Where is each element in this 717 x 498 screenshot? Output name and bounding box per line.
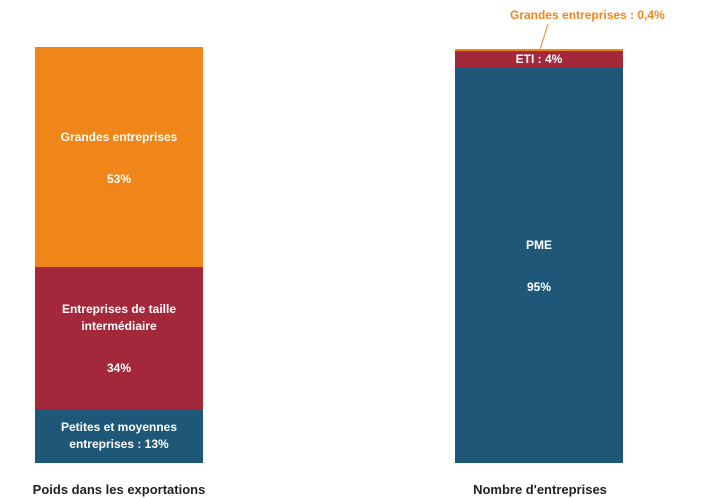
leader-line <box>539 23 549 50</box>
bar-segment: Petites et moyennes entreprises : 13% <box>35 408 203 463</box>
segment-label: ETI : 4% <box>515 51 563 66</box>
bar-segment: Grandes entreprises 53% <box>35 47 203 268</box>
segment-value-label: 95% <box>526 279 552 294</box>
segment-label: Entreprises de taille intermédiaire <box>61 302 177 334</box>
segment-value-label: 34% <box>106 361 132 376</box>
category-label: Poids dans les exportations <box>32 482 206 497</box>
segment-value-label: 53% <box>106 171 132 186</box>
segment-label: Grandes entreprises <box>60 129 178 144</box>
category-label: Nombre d'entreprises <box>473 482 607 497</box>
bar-segment: Entreprises de taille intermédiaire 34% <box>35 267 203 409</box>
bar-segment: ETI : 4% <box>455 51 623 68</box>
segment-label: Grandes entreprises : 0,4% <box>510 8 665 22</box>
segment-label: Petites et moyennes entreprises : 13% <box>60 419 178 451</box>
bar-segment: PME 95% <box>455 67 623 463</box>
bar-segment <box>455 49 623 52</box>
segment-label: PME <box>525 237 552 252</box>
